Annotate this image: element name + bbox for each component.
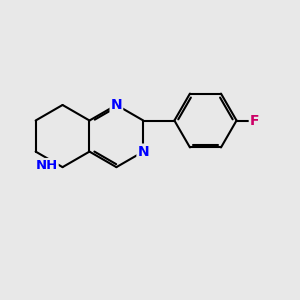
Text: N: N [137, 145, 149, 159]
Text: N: N [111, 98, 122, 112]
Text: NH: NH [35, 159, 58, 172]
Text: F: F [250, 113, 259, 128]
